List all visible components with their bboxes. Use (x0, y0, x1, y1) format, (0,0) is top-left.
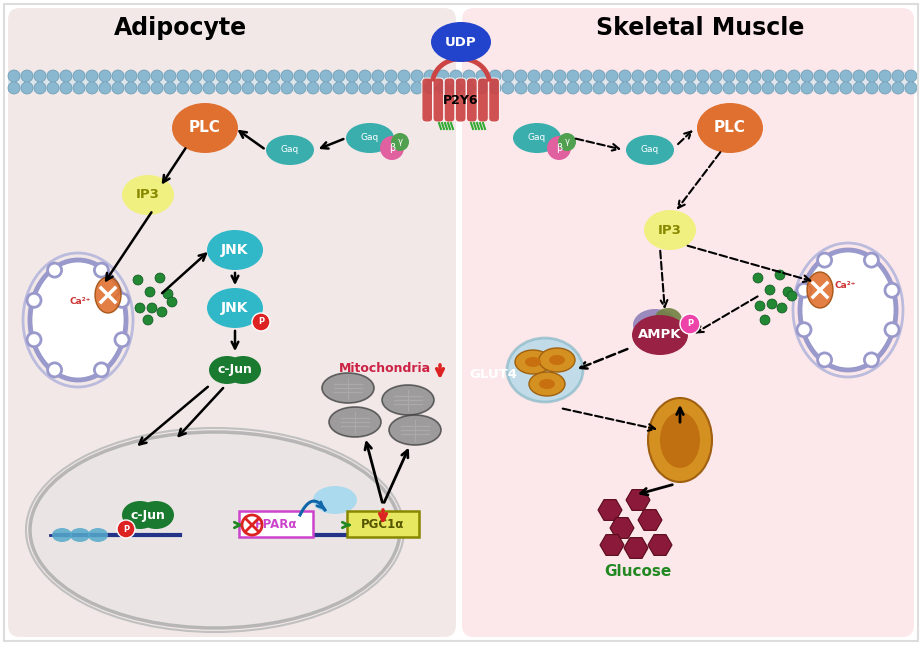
Circle shape (476, 70, 488, 82)
Ellipse shape (207, 230, 263, 270)
Text: c-Jun: c-Jun (131, 508, 165, 522)
FancyBboxPatch shape (489, 78, 500, 122)
Text: Gaq: Gaq (281, 146, 299, 155)
Ellipse shape (525, 357, 541, 367)
FancyBboxPatch shape (478, 78, 489, 122)
Circle shape (307, 82, 319, 94)
Circle shape (48, 263, 62, 277)
Circle shape (437, 82, 449, 94)
Circle shape (94, 363, 109, 377)
Circle shape (117, 520, 135, 538)
FancyBboxPatch shape (462, 8, 914, 637)
Circle shape (554, 82, 566, 94)
Circle shape (755, 301, 765, 311)
Circle shape (593, 70, 605, 82)
Ellipse shape (30, 432, 400, 628)
Circle shape (229, 70, 241, 82)
Polygon shape (626, 490, 650, 510)
Circle shape (151, 70, 163, 82)
Circle shape (164, 70, 176, 82)
Circle shape (34, 82, 46, 94)
Text: P: P (258, 317, 264, 326)
Circle shape (658, 70, 670, 82)
Circle shape (760, 315, 770, 325)
Circle shape (528, 82, 540, 94)
Circle shape (8, 70, 20, 82)
Text: PLC: PLC (714, 121, 746, 135)
Circle shape (138, 82, 150, 94)
Circle shape (892, 82, 904, 94)
Circle shape (346, 70, 358, 82)
Circle shape (814, 70, 826, 82)
Circle shape (60, 82, 72, 94)
Circle shape (818, 353, 832, 367)
Circle shape (281, 82, 293, 94)
Ellipse shape (122, 175, 174, 215)
Circle shape (736, 82, 748, 94)
Ellipse shape (122, 501, 158, 529)
Circle shape (359, 82, 371, 94)
Circle shape (885, 283, 899, 297)
Ellipse shape (266, 135, 314, 165)
Circle shape (684, 70, 696, 82)
Circle shape (632, 70, 644, 82)
Circle shape (21, 70, 33, 82)
Circle shape (216, 82, 228, 94)
Circle shape (775, 70, 787, 82)
Circle shape (143, 315, 153, 325)
Circle shape (818, 253, 832, 267)
Circle shape (385, 70, 397, 82)
Circle shape (723, 82, 735, 94)
Ellipse shape (632, 315, 688, 355)
Circle shape (255, 82, 267, 94)
Ellipse shape (633, 309, 677, 341)
Circle shape (372, 70, 384, 82)
Circle shape (135, 303, 145, 313)
Ellipse shape (88, 528, 108, 542)
Circle shape (554, 70, 566, 82)
Text: Ca²⁺: Ca²⁺ (69, 297, 90, 306)
Circle shape (411, 82, 423, 94)
Circle shape (229, 82, 241, 94)
Text: Adipocyte: Adipocyte (113, 16, 246, 40)
Circle shape (840, 70, 852, 82)
Circle shape (268, 70, 280, 82)
Text: IP3: IP3 (136, 188, 160, 201)
Circle shape (307, 70, 319, 82)
Circle shape (242, 70, 254, 82)
Circle shape (333, 70, 345, 82)
Circle shape (580, 70, 592, 82)
Circle shape (203, 82, 215, 94)
Circle shape (145, 287, 155, 297)
Text: Gaq: Gaq (528, 134, 546, 143)
Circle shape (905, 70, 917, 82)
Ellipse shape (431, 22, 491, 62)
Ellipse shape (539, 348, 575, 372)
Circle shape (827, 82, 839, 94)
Ellipse shape (558, 133, 576, 151)
Ellipse shape (207, 288, 263, 328)
Circle shape (437, 70, 449, 82)
Circle shape (398, 82, 410, 94)
Circle shape (593, 82, 605, 94)
Circle shape (528, 70, 540, 82)
Text: γ: γ (564, 137, 570, 146)
Circle shape (749, 70, 761, 82)
Circle shape (892, 70, 904, 82)
Ellipse shape (800, 250, 896, 370)
Circle shape (255, 70, 267, 82)
Circle shape (94, 263, 109, 277)
Circle shape (450, 82, 462, 94)
Circle shape (99, 70, 111, 82)
Circle shape (541, 70, 553, 82)
Circle shape (684, 82, 696, 94)
Circle shape (853, 82, 865, 94)
Text: γ: γ (397, 137, 403, 146)
Circle shape (294, 82, 306, 94)
Circle shape (27, 333, 41, 347)
Text: AMPK: AMPK (638, 328, 681, 341)
Circle shape (86, 82, 98, 94)
FancyBboxPatch shape (444, 78, 455, 122)
Circle shape (424, 82, 436, 94)
